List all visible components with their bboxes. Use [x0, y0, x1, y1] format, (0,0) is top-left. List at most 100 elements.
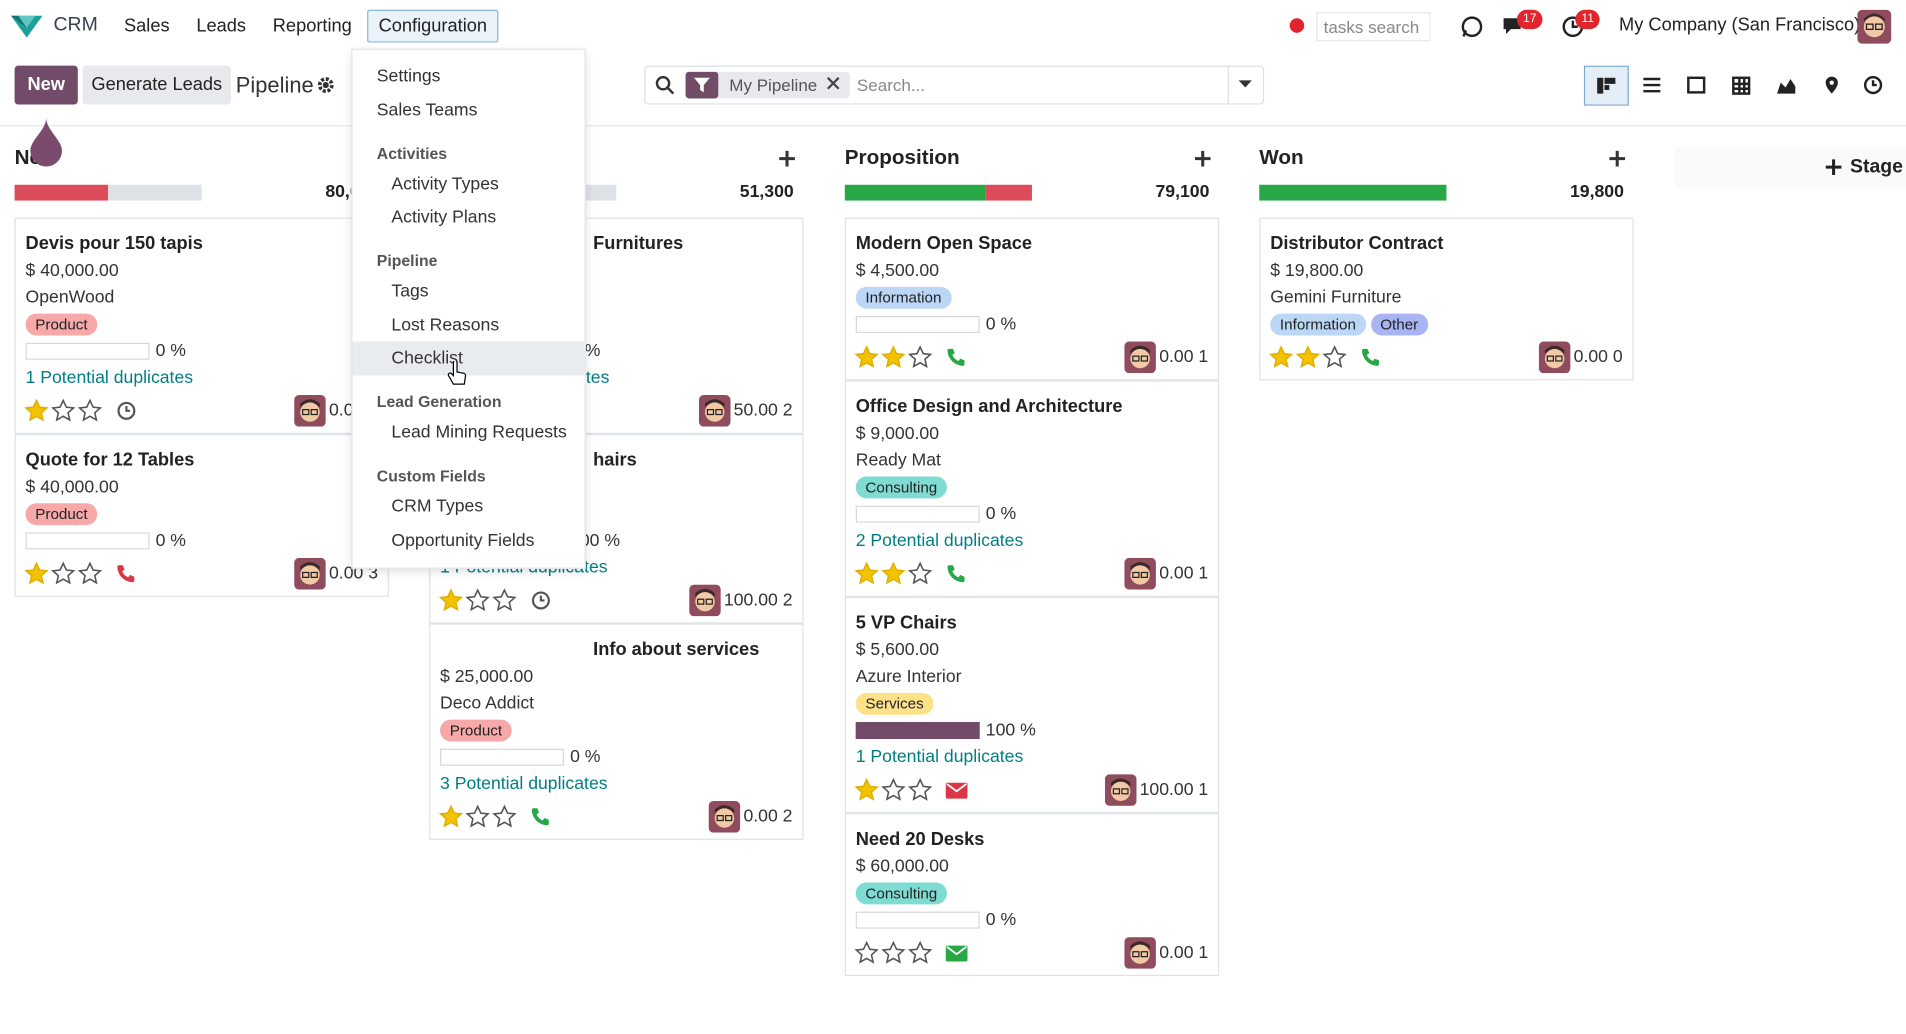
messages-icon[interactable]: [1501, 16, 1525, 38]
dropdown-item[interactable]: Settings: [376, 66, 441, 87]
duplicates-link[interactable]: 2 Potential duplicates: [855, 531, 1024, 551]
priority-star[interactable]: [854, 940, 879, 965]
card-tag: Consulting: [855, 882, 947, 905]
priority-star[interactable]: [907, 777, 933, 802]
activity-icon[interactable]: [530, 806, 552, 828]
app-name[interactable]: CRM: [53, 14, 98, 36]
priority-star[interactable]: [1295, 345, 1321, 369]
kanban-card[interactable]: Need 20 Desks $ 60,000.00 Consulting 0 % 0.0…: [844, 813, 1220, 977]
card-tag: Information: [1270, 313, 1366, 336]
kanban-card[interactable]: Office Design and Architecture $ 9,000.00…: [844, 380, 1220, 597]
priority-star[interactable]: [907, 345, 933, 369]
discuss-icon[interactable]: [1460, 15, 1484, 39]
activity-icon[interactable]: [115, 563, 137, 585]
generate-leads-button[interactable]: Generate Leads: [82, 65, 231, 105]
priority-star[interactable]: [492, 588, 517, 612]
dropdown-item[interactable]: Tags: [391, 281, 429, 302]
search-icon[interactable]: [655, 75, 675, 95]
activity-icon[interactable]: [946, 563, 968, 585]
dropdown-item[interactable]: Sales Teams: [376, 100, 478, 120]
priority-star[interactable]: [881, 561, 906, 586]
priority-star[interactable]: [881, 345, 906, 369]
search-input[interactable]: Search...: [856, 75, 926, 95]
priority-star[interactable]: [881, 940, 906, 965]
priority-star[interactable]: [881, 777, 906, 802]
duplicates-link[interactable]: 1 Potential duplicates: [855, 747, 1024, 767]
company-switcher[interactable]: My Company (San Francisco): [1619, 14, 1861, 36]
priority-star[interactable]: [854, 561, 879, 586]
kanban-card[interactable]: Quote for 12 Tables $ 40,000.00 Product 0 %…: [14, 433, 389, 597]
duplicates-link[interactable]: tes: [585, 368, 610, 388]
priority-star[interactable]: [24, 398, 49, 423]
star: [492, 588, 517, 612]
priority-star[interactable]: [77, 398, 103, 423]
dropdown-header: Activities: [376, 144, 448, 163]
priority-star[interactable]: [492, 804, 517, 829]
priority-star[interactable]: [51, 561, 76, 586]
search-toggle[interactable]: [1227, 65, 1264, 105]
kanban-card[interactable]: Devis pour 150 tapis $ 40,000.00 OpenWood P…: [14, 217, 389, 434]
priority-star[interactable]: [438, 804, 464, 829]
search-box[interactable]: [644, 65, 1265, 105]
gear-icon[interactable]: [317, 77, 334, 94]
activity-icon[interactable]: [1360, 346, 1382, 368]
dropdown-item[interactable]: CRM Types: [391, 497, 484, 517]
kanban-card[interactable]: Info about services $ 25,000.00 Deco Addic…: [429, 623, 804, 840]
priority-star[interactable]: [854, 345, 879, 369]
messages-badge: 17: [1516, 9, 1543, 30]
duplicates-link[interactable]: 1 Potential duplicates: [25, 368, 194, 388]
add-stage[interactable]: [1674, 147, 1906, 188]
star: [465, 804, 490, 828]
priority-star[interactable]: [77, 561, 103, 586]
menu-item[interactable]: Leads: [196, 15, 247, 37]
menu-item[interactable]: Sales: [123, 15, 170, 37]
avatar-glasses: [1546, 355, 1563, 362]
menu-item[interactable]: Reporting: [272, 15, 352, 37]
tasks-search[interactable]: tasks search: [1316, 12, 1431, 42]
priority-star[interactable]: [51, 398, 76, 423]
record-dot[interactable]: [1289, 18, 1305, 33]
kanban-card[interactable]: Distributor Contract $ 19,800.00 Gemini Fu…: [1259, 217, 1634, 381]
dropdown-item[interactable]: Activity Plans: [391, 207, 497, 228]
dropdown-item[interactable]: Lost Reasons: [391, 315, 500, 335]
star: [465, 588, 490, 612]
column-add[interactable]: [1609, 150, 1626, 167]
plus: [1609, 150, 1626, 167]
activity-icon[interactable]: [115, 400, 137, 422]
user-avatar: [688, 584, 721, 617]
duplicates-link[interactable]: 3 Potential duplicates: [440, 774, 608, 794]
activity-icon[interactable]: [945, 779, 968, 801]
facet-remove[interactable]: [826, 77, 840, 90]
priority-star[interactable]: [907, 940, 933, 965]
priority-star[interactable]: [24, 561, 49, 586]
new-button[interactable]: New: [14, 65, 78, 105]
avatar-face: [1129, 348, 1150, 369]
activity-icon[interactable]: [945, 942, 968, 964]
priority-star[interactable]: [465, 588, 490, 612]
priority-star[interactable]: [1322, 345, 1347, 369]
column-progress-segment: [985, 184, 1032, 201]
dropdown-item[interactable]: Opportunity Fields: [391, 530, 535, 551]
kanban-card[interactable]: Modern Open Space $ 4,500.00 Information 0 …: [844, 217, 1220, 381]
app-logo[interactable]: [10, 12, 44, 41]
view-buttons[interactable]: [1583, 65, 1895, 106]
search-toggle-caret: [1238, 80, 1252, 88]
column-add[interactable]: [779, 150, 795, 167]
priority-star[interactable]: [1268, 345, 1294, 369]
dropdown-item[interactable]: Lead Mining Requests: [391, 422, 567, 443]
dropdown-item[interactable]: Checklist: [391, 348, 463, 369]
add-stage-label[interactable]: Stage: [1849, 156, 1903, 178]
activity-icon[interactable]: [946, 346, 968, 368]
activity-icon[interactable]: [530, 590, 552, 612]
card-company: Deco Addict: [440, 694, 535, 714]
priority-star[interactable]: [907, 561, 933, 586]
dropdown-item[interactable]: Activity Types: [391, 174, 499, 194]
menu-item[interactable]: Configuration: [367, 9, 498, 43]
priority-star[interactable]: [854, 777, 879, 802]
priority-star[interactable]: [438, 588, 464, 612]
priority-star[interactable]: [465, 804, 490, 829]
user-avatar[interactable]: [1857, 9, 1892, 44]
column-add[interactable]: [1194, 150, 1211, 167]
onboarding-drop[interactable]: [28, 117, 64, 167]
kanban-card[interactable]: 5 VP Chairs $ 5,600.00 Azure Interior Servi…: [844, 596, 1220, 814]
